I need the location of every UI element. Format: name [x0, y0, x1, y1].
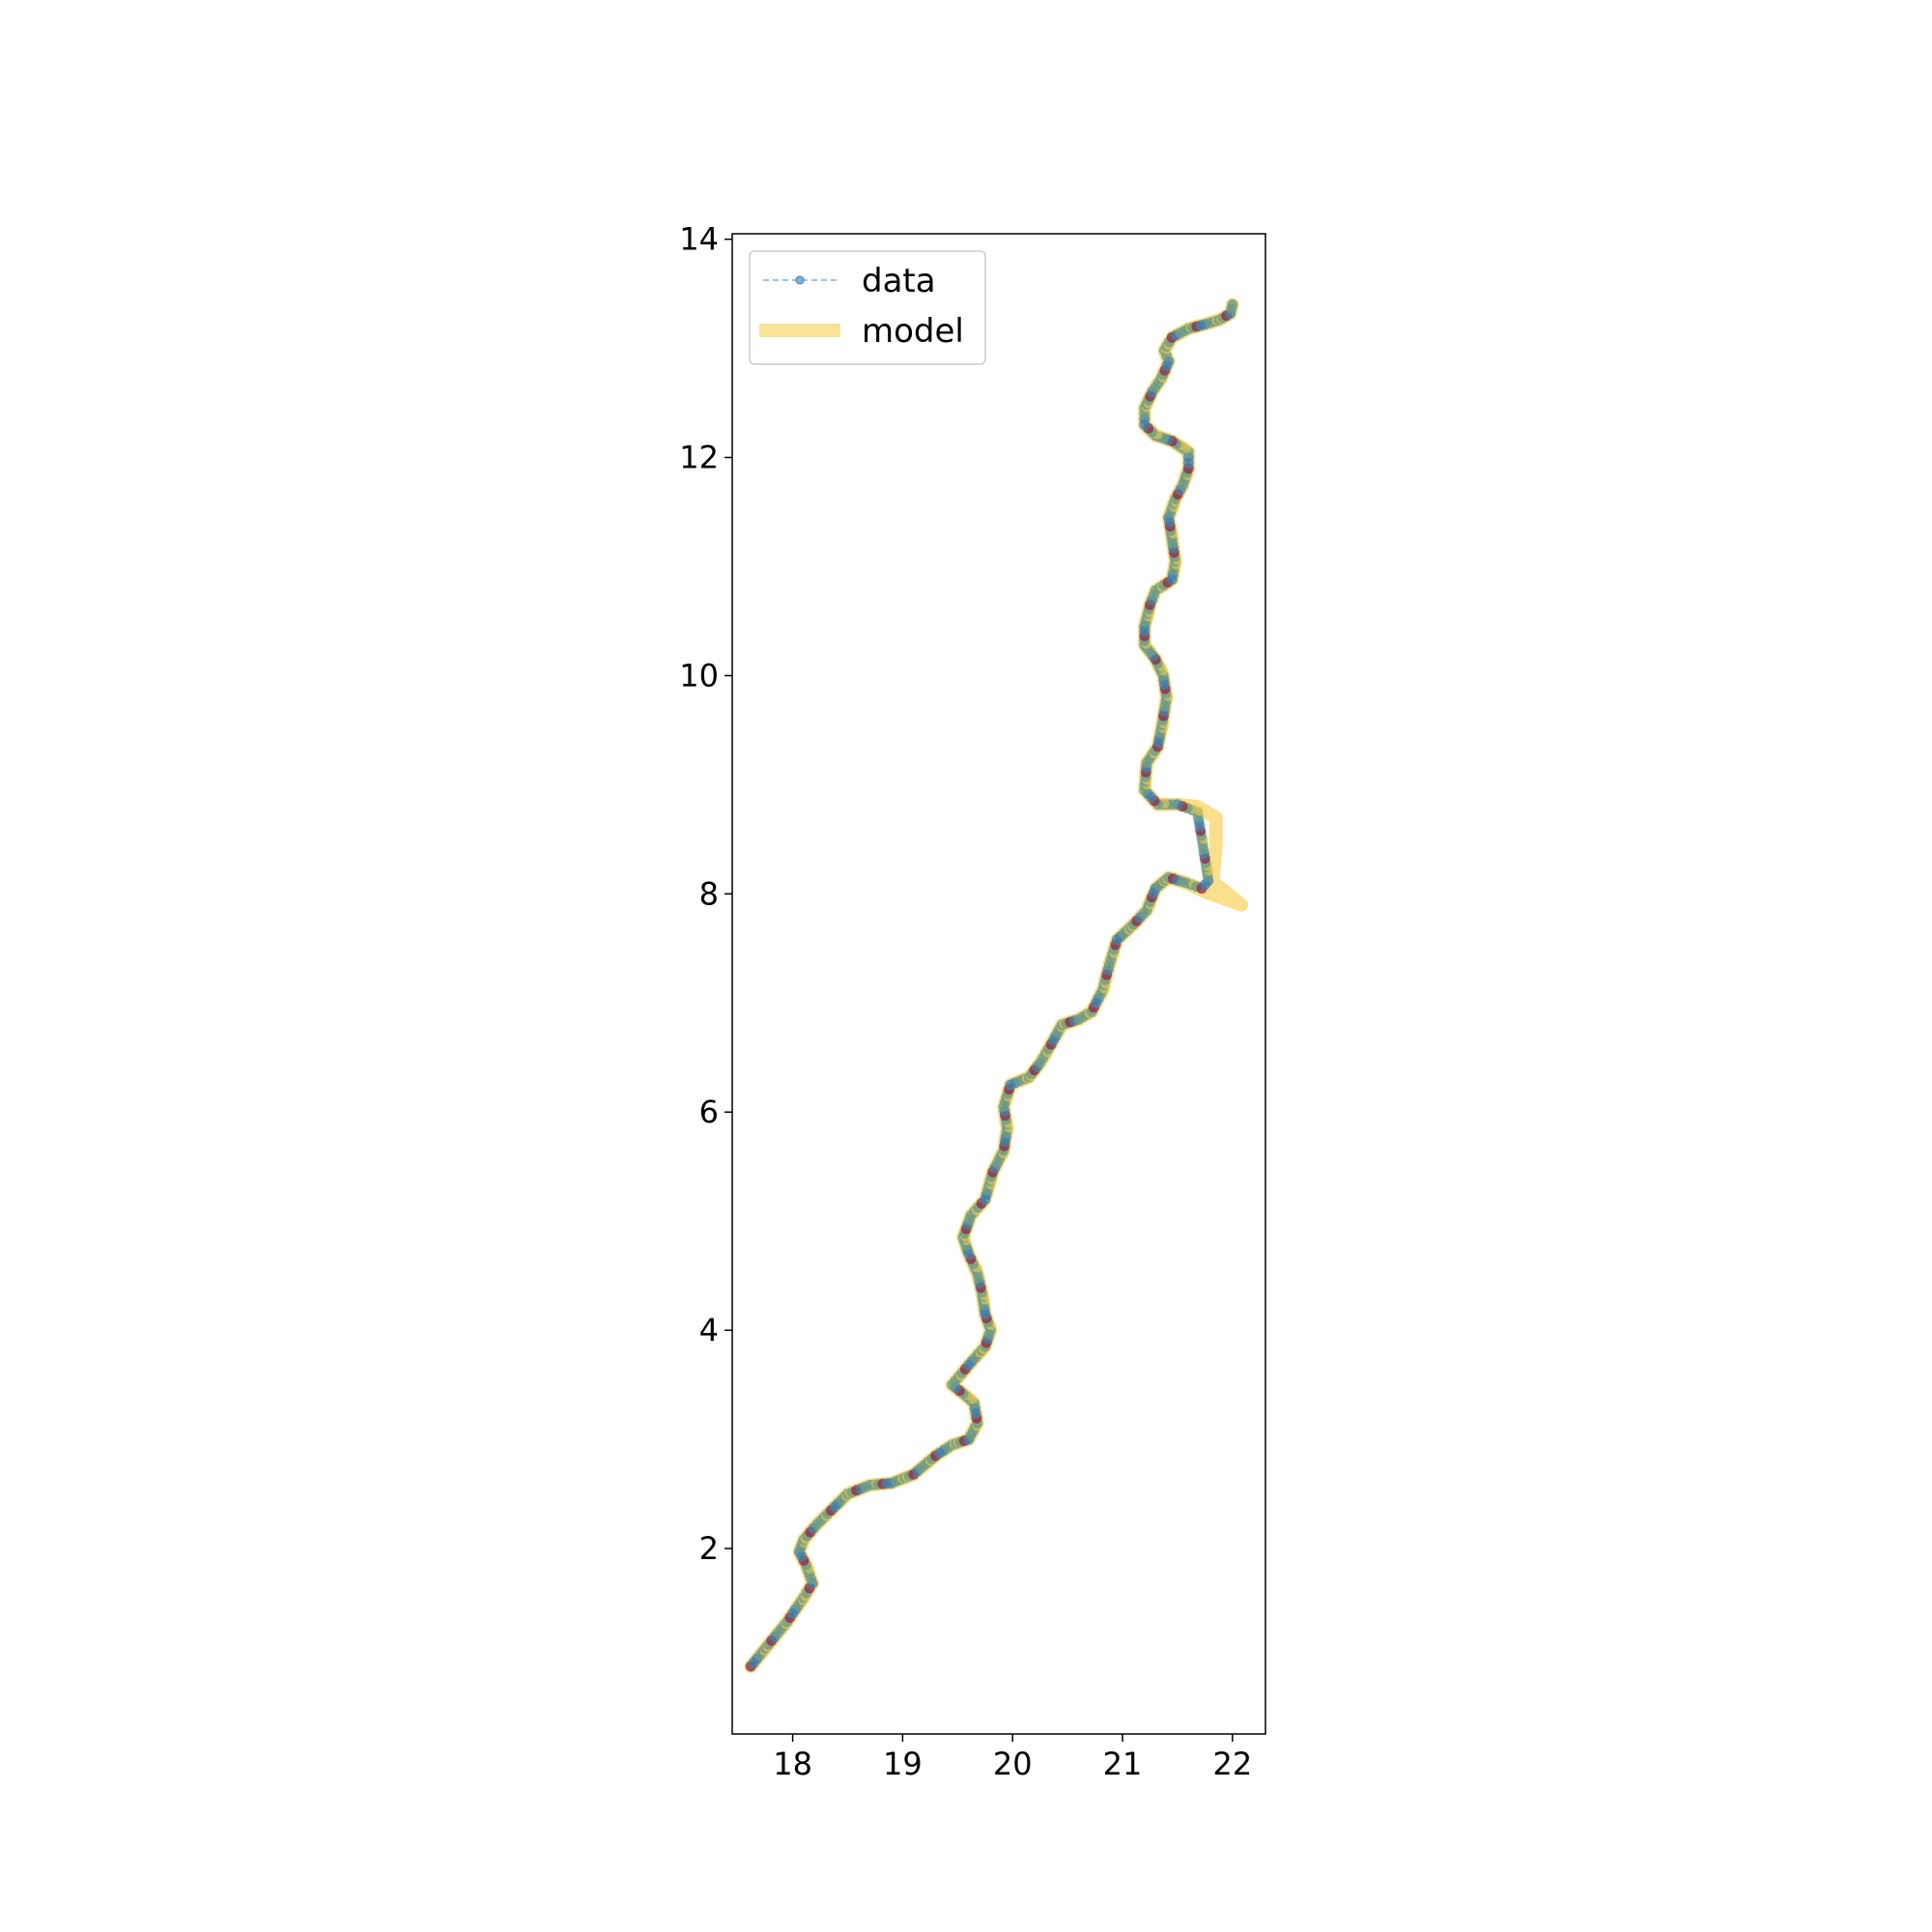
y-tick-label-10: 10	[679, 657, 719, 694]
legend-data-marker	[795, 275, 805, 285]
y-tick-label-6: 6	[699, 1094, 719, 1130]
y-tick-label-12: 12	[679, 440, 719, 476]
x-tick-label-18: 18	[773, 1746, 812, 1782]
axes-frame	[731, 233, 1266, 1735]
y-tick-label-2: 2	[699, 1530, 719, 1567]
y-tick-label-8: 8	[699, 875, 719, 912]
x-tick-label-19: 19	[883, 1746, 923, 1782]
legend-label-model: model	[862, 312, 964, 351]
y-tick-label-4: 4	[699, 1312, 719, 1349]
x-tick-label-21: 21	[1103, 1746, 1143, 1782]
plot-area	[744, 298, 1248, 1673]
y-tick-label-14: 14	[679, 221, 719, 258]
data-point	[1227, 298, 1238, 310]
legend: data model	[749, 250, 986, 365]
x-tick-label-20: 20	[993, 1746, 1033, 1782]
x-tick-label-22: 22	[1212, 1746, 1252, 1782]
legend-label-data: data	[862, 262, 936, 300]
